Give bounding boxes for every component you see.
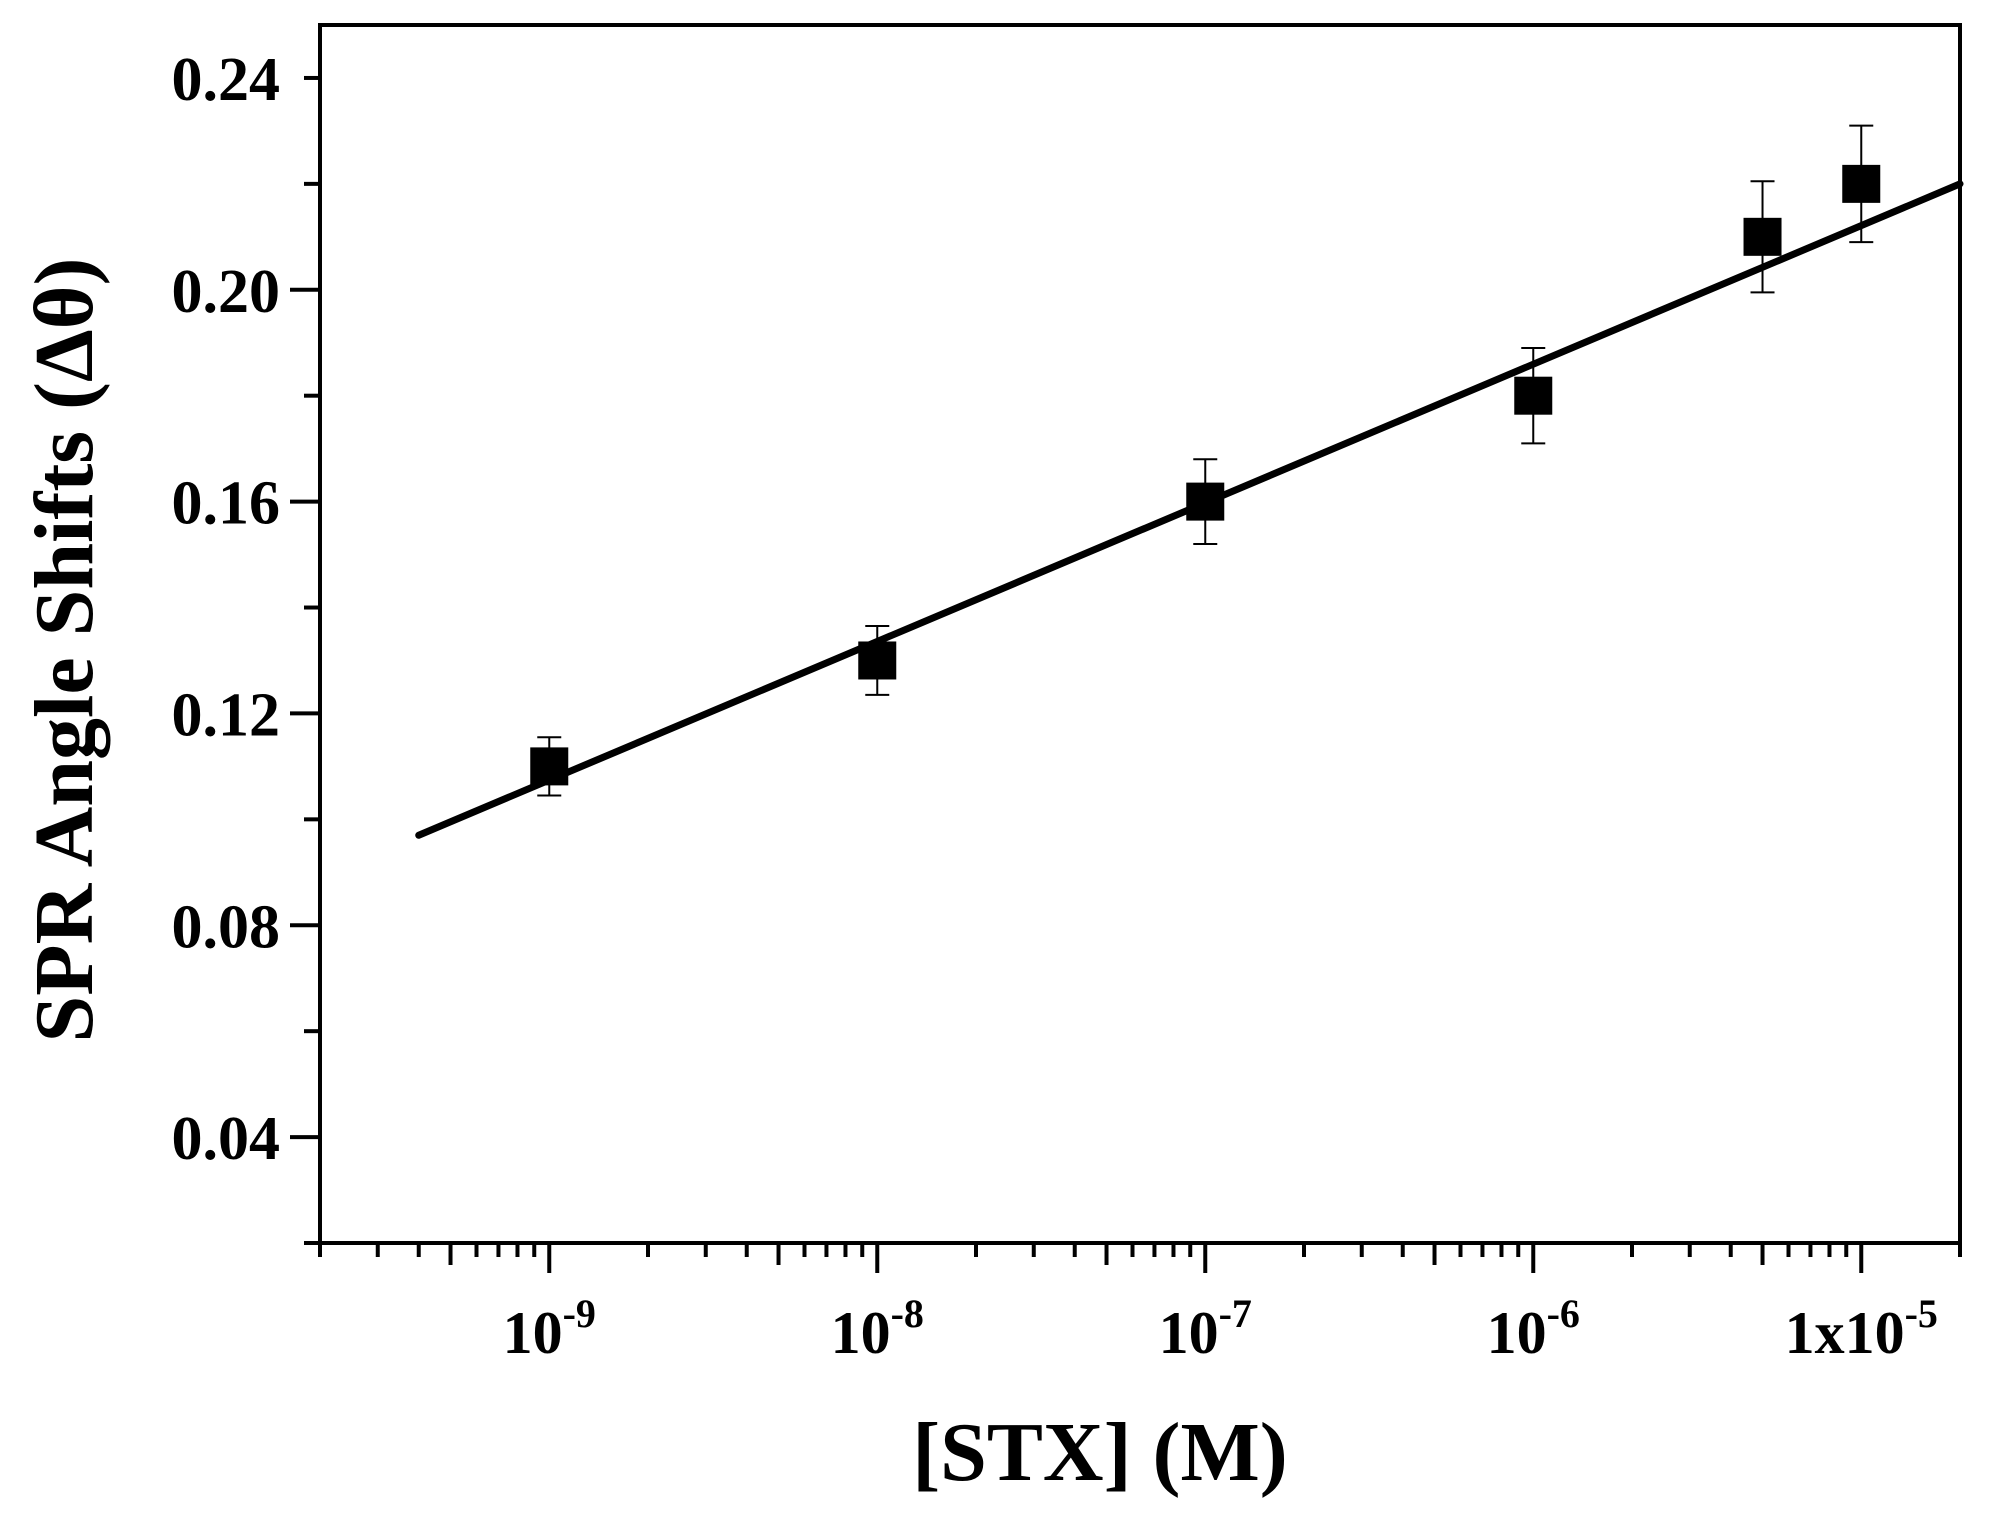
plot-frame xyxy=(318,23,1962,1245)
data-point xyxy=(530,747,569,786)
y-axis-ticks: 0.04 0.08 0.12 0.16 0.20 0.24 xyxy=(172,46,320,1245)
data-point xyxy=(858,641,897,680)
data-points xyxy=(530,124,1881,797)
data-point xyxy=(1743,217,1782,256)
x-axis-title: [STX] (M) xyxy=(912,1406,1288,1499)
x-tick-label: 10-9 xyxy=(503,1291,596,1366)
data-point xyxy=(1186,482,1225,521)
x-tick-label: 10-6 xyxy=(1487,1291,1580,1366)
y-tick-label: 0.12 xyxy=(172,681,281,749)
y-tick-label: 0.20 xyxy=(172,258,281,326)
x-tick-label: 10-7 xyxy=(1159,1291,1252,1366)
y-tick-label: 0.24 xyxy=(172,46,281,114)
x-tick-label: 1x10-5 xyxy=(1785,1291,1938,1366)
data-point xyxy=(1842,164,1881,203)
x-axis-ticks: 10-9 10-8 10-7 10-6 1x10-5 xyxy=(318,1243,1962,1366)
data-point xyxy=(1514,376,1553,415)
x-tick-label: 10-8 xyxy=(831,1291,924,1366)
y-tick-label: 0.04 xyxy=(172,1105,281,1173)
y-tick-label: 0.16 xyxy=(172,470,281,538)
y-axis-title: SPR Angle Shifts (Δθ) xyxy=(18,258,111,1043)
plot-border xyxy=(318,23,1962,1245)
y-tick-label: 0.08 xyxy=(172,893,281,961)
